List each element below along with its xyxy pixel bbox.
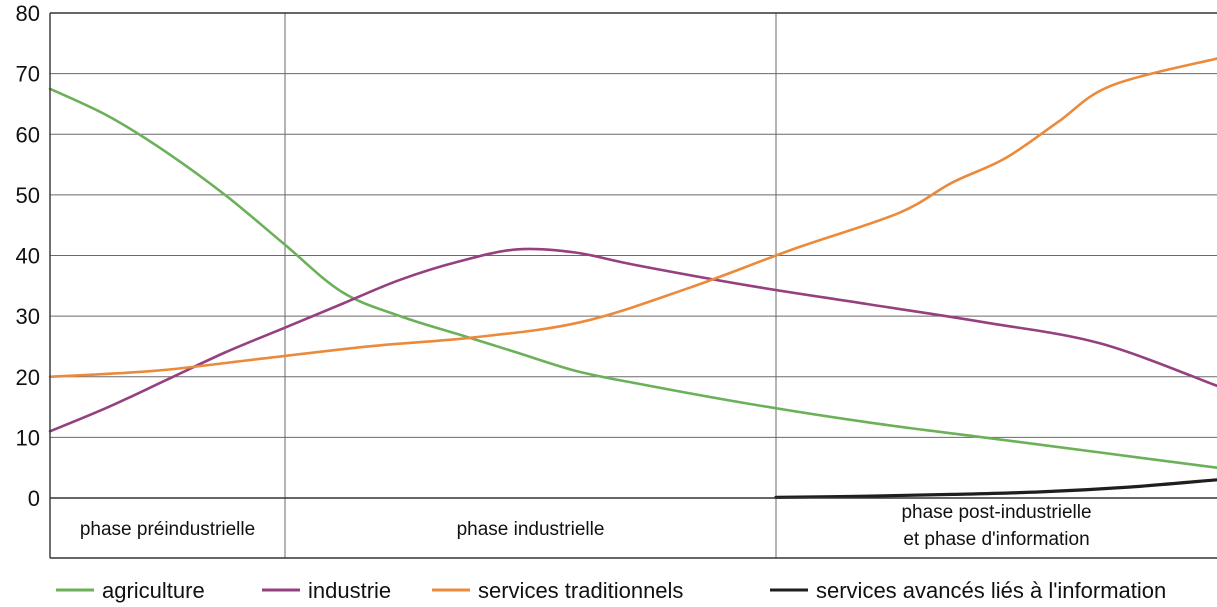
series-line-industrie (48, 247, 1217, 433)
plot-frame (49, 12, 1217, 559)
series-line-agriculture (48, 87, 1217, 469)
y-tick-label: 40 (16, 244, 40, 269)
y-tick-label: 10 (16, 425, 40, 450)
y-tick-label: 0 (28, 486, 40, 511)
y-axis-ticks: 0 10 20 30 40 50 60 70 80 (16, 1, 40, 511)
series-line-services-avances-lies-a-l-information (774, 478, 1217, 499)
y-tick-label: 50 (16, 183, 40, 208)
legend-label-agriculture: agriculture (102, 578, 205, 603)
phase-dividers (284, 13, 777, 558)
phase-label: et phase d'information (903, 529, 1089, 550)
phase-label: phase industrielle (457, 519, 605, 540)
phase-labels: phase préindustrielle phase industrielle p… (80, 502, 1092, 550)
y-tick-label: 60 (16, 122, 40, 147)
phase-label: phase préindustrielle (80, 519, 255, 540)
y-tick-label: 80 (16, 1, 40, 26)
y-tick-label: 30 (16, 304, 40, 329)
y-tick-label: 70 (16, 62, 40, 87)
legend: agriculture industrie services traditionne… (56, 578, 1166, 603)
legend-label-services-traditionnels: services traditionnels (478, 578, 683, 603)
grid-lines (50, 73, 1217, 438)
series-line-services-traditionnels (48, 57, 1217, 379)
legend-label-industrie: industrie (308, 578, 391, 603)
y-tick-label: 20 (16, 365, 40, 390)
phase-label: phase post-industrielle (901, 502, 1091, 523)
series-lines (48, 57, 1217, 499)
legend-label-services-avances-lies-a-l-information: services avancés liés à l'information (816, 578, 1166, 603)
